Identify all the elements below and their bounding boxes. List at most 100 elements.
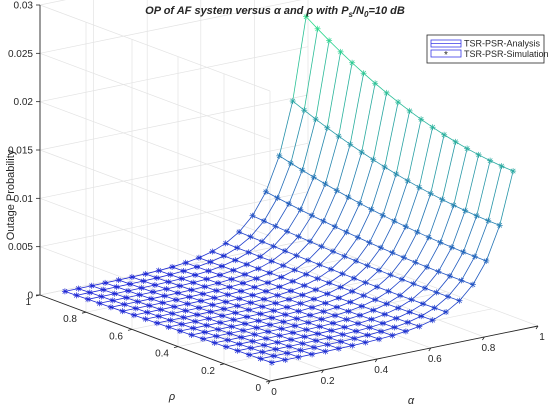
mesh-line [171,266,184,272]
mesh-line [168,326,181,332]
mesh-line [242,330,255,335]
mesh-line [261,241,274,247]
mesh-line [118,279,131,285]
mesh-line [432,311,447,321]
mesh-line [424,287,437,293]
mesh-line [334,315,347,320]
legend[interactable]: TSR-PSR-Analysis * TSR-PSR-Simulation [426,34,549,64]
mesh-line [168,281,180,287]
mesh-line [287,352,299,358]
mesh-line [262,348,276,353]
mesh-line [342,330,357,335]
mesh-line [334,226,347,233]
mesh-line [248,354,261,360]
mesh-line [261,225,276,242]
mesh-line [361,299,376,307]
mesh-line [206,274,221,280]
mesh-line [355,327,370,332]
mesh-line [87,296,102,300]
simulation-marker [345,308,352,315]
mesh-line [305,264,320,275]
mesh-line [348,196,360,204]
mesh-line [269,324,282,330]
mesh-line [229,332,242,338]
simulation-marker [441,131,448,138]
mesh-line [440,242,452,248]
mesh-line [241,334,255,338]
mesh-line [302,169,315,178]
mesh-line [315,282,330,291]
simulation-marker [84,296,91,303]
simulation-marker [289,98,296,105]
simulation-marker [310,296,317,303]
mesh-line [428,199,443,238]
mesh-line [332,231,347,252]
mesh-line [326,51,341,128]
mesh-line [380,326,395,332]
simulation-marker [332,312,338,319]
mesh-line [285,356,299,361]
mesh-line [432,126,445,136]
simulation-marker [140,278,147,285]
mesh-line [302,289,316,296]
mesh-line [158,270,171,275]
mesh-line [189,296,202,302]
simulation-marker [195,254,202,261]
simulation-marker [303,271,310,278]
mesh-line [260,313,272,319]
mesh-line [350,301,362,307]
simulation-marker [182,259,189,266]
simulation-marker [353,328,360,335]
mesh-line [327,293,339,299]
mesh-line [225,343,240,348]
simulation-marker [188,331,195,338]
simulation-marker [251,284,258,291]
mesh-line [442,199,454,206]
simulation-marker [262,188,269,195]
simulation-marker [291,322,298,329]
simulation-marker [364,262,371,269]
mesh-line [110,304,125,308]
simulation-marker [339,331,346,338]
mesh-line [223,247,238,257]
mesh-line [487,165,502,221]
mesh-line [403,231,418,258]
mesh-line [110,306,123,312]
simulation-marker [88,282,95,289]
simulation-marker [278,274,285,281]
mesh-line [181,274,196,280]
simulation-marker [318,316,325,323]
simulation-marker [487,157,494,164]
mesh-line [219,322,232,327]
title-end: =10 dB [368,5,404,17]
y-tick-label: 0.8 [63,314,77,325]
mesh-line [369,322,384,328]
simulation-marker [161,292,168,299]
mesh-line [346,314,361,320]
mesh-line [237,347,251,352]
simulation-marker [217,319,224,326]
mesh-line [355,242,370,262]
mesh-line [198,307,211,313]
simulation-marker [280,262,287,269]
mesh-line [76,292,90,296]
mesh-line [164,295,177,301]
mesh-line [342,334,355,339]
mesh-line [451,210,466,248]
mesh-line [217,282,230,288]
mesh-line [304,285,316,291]
mesh-line [367,334,380,340]
mesh-line [375,299,387,305]
x-tick-mark [321,369,324,374]
mesh-line [202,338,215,344]
simulation-marker [220,305,227,312]
side-wall-grid-line [39,4,271,92]
mesh-line [145,270,159,275]
simulation-marker [232,309,239,316]
simulation-marker [450,202,457,209]
simulation-marker [408,296,415,303]
mesh-line [269,272,282,278]
mesh-line [89,292,102,297]
mesh-line [347,152,363,198]
